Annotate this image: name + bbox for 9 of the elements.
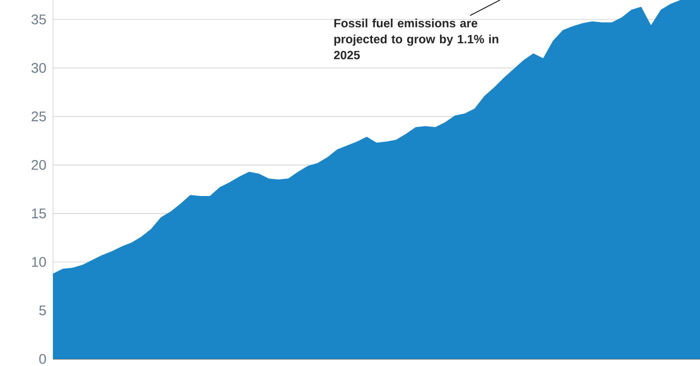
y-tick-label: 35 bbox=[31, 14, 46, 24]
annotation: Fossil fuel emissions are projected to grow by 1.1% in 2025 bbox=[334, 18, 498, 60]
y-tick-label: 10 bbox=[32, 257, 46, 267]
y-tick-label: 30 bbox=[31, 62, 46, 73]
y-tick-label: 15 bbox=[32, 208, 46, 218]
y-tick-label: 20 bbox=[32, 160, 46, 170]
y-tick-label: 5 bbox=[39, 306, 46, 316]
y-tick-label: 25 bbox=[32, 111, 46, 122]
y-tick-label: 0 bbox=[39, 354, 46, 364]
